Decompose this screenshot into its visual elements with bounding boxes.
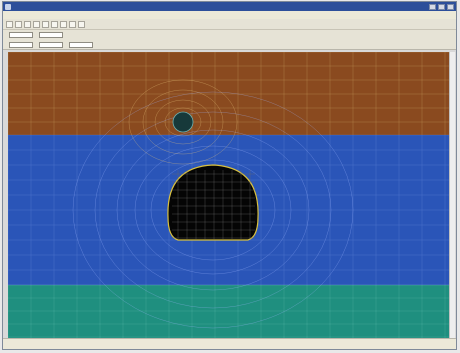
app-icon (5, 3, 11, 10)
maximize-button[interactable] (438, 3, 445, 10)
toolbar-button[interactable] (51, 20, 58, 28)
toolbar-button[interactable] (69, 20, 76, 28)
top-soil-layer (8, 52, 450, 135)
mesh-refine-ring (154, 99, 212, 145)
close-button[interactable] (447, 3, 454, 10)
mesh-refine-ring (94, 111, 332, 309)
toolbar-button[interactable] (33, 20, 40, 28)
menu-bar (3, 11, 456, 19)
toolbar-field[interactable] (9, 41, 33, 48)
mesh-refine-ring (134, 145, 292, 275)
mesh-refine-ring (72, 91, 354, 329)
toolbar-button[interactable] (78, 20, 85, 28)
toolbar-field[interactable] (69, 41, 93, 48)
cavity-mesh (172, 170, 255, 239)
status-bar (3, 338, 456, 349)
toolbar-field[interactable] (39, 41, 63, 48)
app-window (2, 1, 457, 350)
mesh-drawing (8, 52, 450, 338)
mesh-refine-ring (116, 129, 310, 291)
mesh-refine-ring (142, 89, 224, 155)
mesh-refine-ring (164, 107, 202, 137)
toolbar-button[interactable] (24, 20, 31, 28)
minimize-button[interactable] (429, 3, 436, 10)
toolbar-field[interactable] (39, 32, 63, 38)
toolbar-button[interactable] (15, 20, 22, 28)
toolbar-button[interactable] (60, 20, 67, 28)
mesh-grid (8, 52, 450, 338)
toolbar-button[interactable] (6, 20, 13, 28)
toolbar (3, 19, 456, 30)
mesh-refine-ring (128, 79, 238, 165)
mesh-refine-ring (150, 159, 276, 261)
option-toolbar (3, 40, 456, 50)
mesh-canvas[interactable] (8, 52, 450, 338)
vertical-scrollbar[interactable] (449, 52, 455, 338)
toolbar-button[interactable] (42, 20, 49, 28)
bottom-layer (8, 285, 450, 338)
tunnel-cavity (167, 164, 259, 241)
toolbar-field[interactable] (9, 32, 33, 38)
title-bar (3, 2, 456, 11)
small-hole (172, 111, 194, 133)
secondary-toolbar (3, 30, 456, 40)
mesh-refinement (72, 79, 354, 329)
